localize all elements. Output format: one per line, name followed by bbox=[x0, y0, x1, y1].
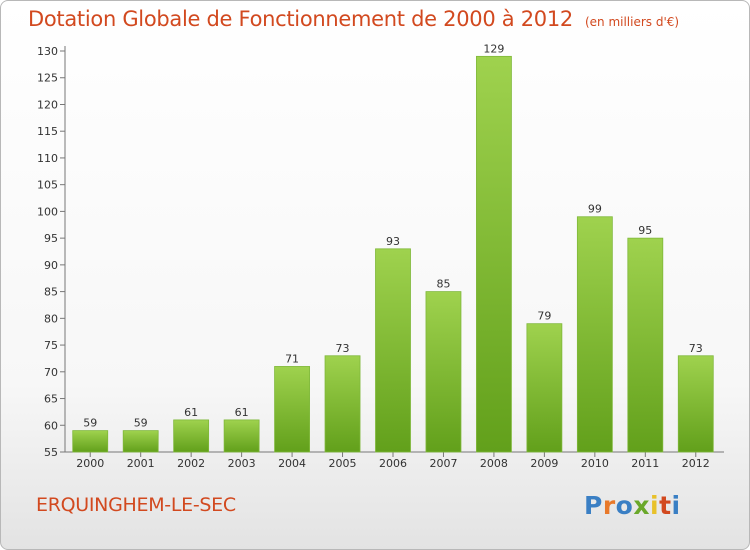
y-tick-label: 115 bbox=[37, 125, 58, 138]
city-name: ERQUINGHEM-LE-SEC bbox=[36, 494, 236, 516]
logo-letter: i bbox=[671, 491, 681, 520]
logo-letter: P bbox=[584, 491, 603, 520]
x-tick-label: 2007 bbox=[429, 457, 457, 470]
y-tick-label: 110 bbox=[37, 152, 58, 165]
y-tick-label: 70 bbox=[44, 366, 58, 379]
y-tick-label: 85 bbox=[44, 286, 58, 299]
bar-value-label: 85 bbox=[436, 278, 450, 291]
bar-2011[interactable] bbox=[627, 237, 664, 453]
x-tick-label: 2000 bbox=[76, 457, 104, 470]
x-tick-label: 2005 bbox=[329, 457, 357, 470]
x-tick-label: 2008 bbox=[480, 457, 508, 470]
bar-2008[interactable] bbox=[476, 55, 512, 453]
bar-value-label: 73 bbox=[336, 342, 350, 355]
bar-value-label: 79 bbox=[537, 310, 551, 323]
bar-value-labels: 59 59 61 61 71 73 93 85 129 79 99 95 73 bbox=[83, 42, 703, 429]
bar-value-label: 129 bbox=[483, 42, 504, 55]
logo-letter: x bbox=[633, 491, 650, 520]
x-tick-label: 2009 bbox=[530, 457, 558, 470]
y-tick-label: 65 bbox=[44, 393, 58, 406]
y-axis: 55 60 65 70 75 80 85 90 95 100 105 110 115 120 125 130 bbox=[37, 45, 66, 459]
y-tick-label: 95 bbox=[44, 232, 58, 245]
bar-value-label: 61 bbox=[184, 406, 198, 419]
bar-2006[interactable] bbox=[375, 248, 411, 453]
x-tick-label: 2004 bbox=[278, 457, 306, 470]
x-tick-label: 2011 bbox=[631, 457, 659, 470]
y-tick-label: 130 bbox=[37, 45, 58, 58]
bar-value-label: 73 bbox=[689, 342, 703, 355]
logo-letter: o bbox=[615, 491, 634, 520]
bar-2004[interactable] bbox=[274, 366, 310, 453]
logo-letter: t bbox=[659, 491, 672, 520]
proxiti-logo[interactable]: Proxiti bbox=[584, 491, 681, 520]
y-tick-label: 90 bbox=[44, 259, 58, 272]
x-tick-label: 2006 bbox=[379, 457, 407, 470]
x-tick-label: 2002 bbox=[177, 457, 205, 470]
bar-value-label: 93 bbox=[386, 235, 400, 248]
y-tick-label: 125 bbox=[37, 72, 58, 85]
x-tick-label: 2001 bbox=[127, 457, 155, 470]
bar-value-label: 71 bbox=[285, 352, 299, 365]
bar-2002[interactable] bbox=[173, 419, 210, 453]
bar-2012[interactable] bbox=[677, 355, 714, 453]
chart-subtitle: (en milliers d'€) bbox=[584, 15, 680, 29]
x-tick-label: 2010 bbox=[581, 457, 609, 470]
x-tick-label: 2003 bbox=[228, 457, 256, 470]
logo-letter: r bbox=[602, 491, 616, 520]
x-axis: 2000 2001 2002 2003 2004 2005 2006 2007 2008 2009… bbox=[65, 451, 724, 470]
x-tick-label: 2012 bbox=[682, 457, 710, 470]
bar-2010[interactable] bbox=[576, 216, 613, 453]
y-tick-label: 55 bbox=[44, 446, 58, 459]
logo-letter: i bbox=[650, 491, 660, 520]
bar-2005[interactable] bbox=[324, 355, 361, 453]
bar-2000[interactable] bbox=[72, 430, 109, 453]
y-tick-label: 60 bbox=[44, 419, 58, 432]
y-tick-label: 100 bbox=[37, 205, 58, 218]
bar-value-label: 59 bbox=[134, 417, 148, 430]
bar-value-label: 59 bbox=[83, 417, 97, 430]
y-tick-label: 105 bbox=[37, 179, 58, 192]
y-tick-label: 120 bbox=[37, 98, 58, 111]
y-tick-label: 80 bbox=[44, 312, 58, 325]
chart-title-main: Dotation Globale de Fonctionnement de 20… bbox=[28, 7, 573, 31]
chart-title: Dotation Globale de Fonctionnement de 20… bbox=[28, 7, 679, 31]
bar-value-label: 61 bbox=[235, 406, 249, 419]
bar-2003[interactable] bbox=[223, 419, 260, 453]
bars bbox=[72, 55, 714, 453]
bar-2009[interactable] bbox=[526, 323, 563, 453]
y-tick-label: 75 bbox=[44, 339, 58, 352]
bar-2001[interactable] bbox=[122, 430, 159, 453]
bar-2007[interactable] bbox=[425, 291, 462, 453]
bar-value-label: 95 bbox=[638, 224, 652, 237]
bar-value-label: 99 bbox=[588, 203, 602, 216]
